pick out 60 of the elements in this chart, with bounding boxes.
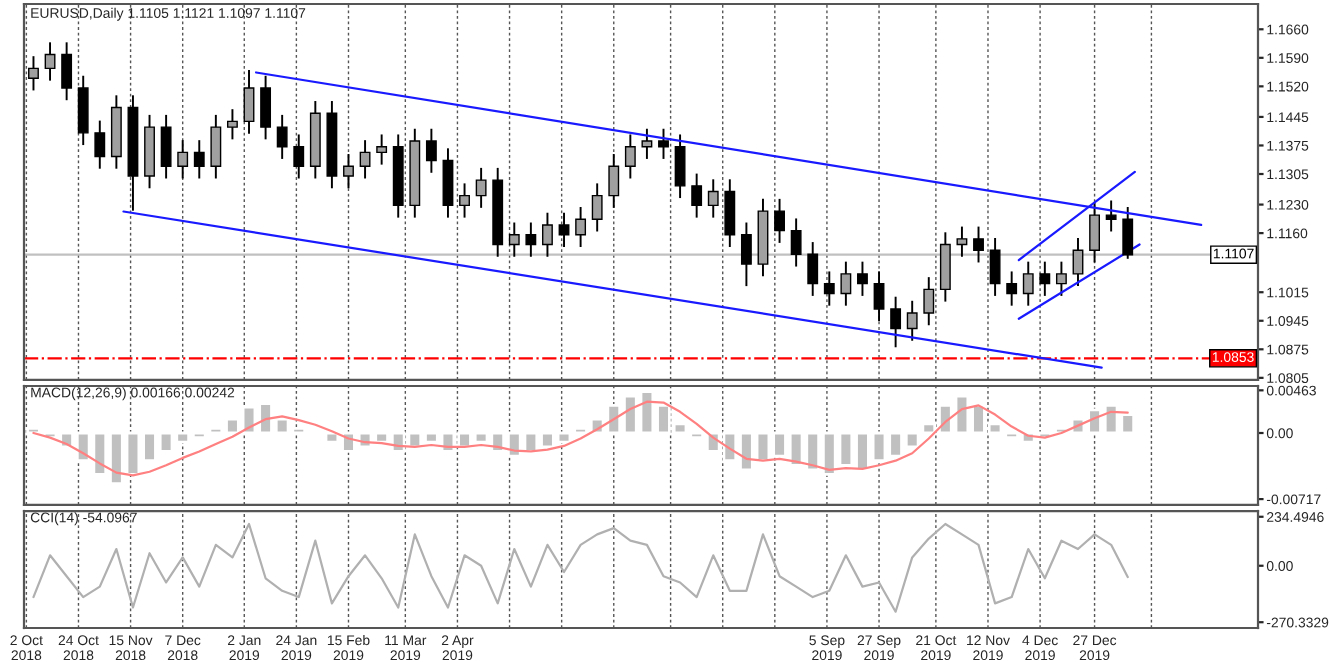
candlestick xyxy=(989,237,1001,297)
candlestick xyxy=(658,127,669,160)
candlestick xyxy=(608,153,620,209)
candlestick xyxy=(77,74,89,147)
candlestick xyxy=(525,221,537,258)
candlestick xyxy=(691,172,703,219)
candlestick xyxy=(939,231,951,303)
candlestick xyxy=(243,69,255,135)
candlestick xyxy=(840,260,852,307)
candlestick xyxy=(160,113,172,180)
candlestick xyxy=(343,153,354,190)
candlestick xyxy=(425,127,437,174)
candlestick xyxy=(193,139,205,180)
candlestick xyxy=(508,221,520,258)
candlestick xyxy=(575,206,587,248)
candlestick xyxy=(674,133,686,200)
candlestick xyxy=(807,241,819,297)
line-series xyxy=(32,522,1129,613)
candlestick xyxy=(61,41,73,102)
candlestick xyxy=(724,178,736,248)
candlestick xyxy=(740,221,752,288)
candlestick xyxy=(1055,260,1067,297)
candlestick xyxy=(790,217,802,268)
candlestick xyxy=(1039,260,1051,297)
candlestick xyxy=(774,197,785,244)
candlestick xyxy=(542,211,553,258)
candlestick xyxy=(260,74,272,141)
candlestick xyxy=(591,182,603,233)
candlestick xyxy=(558,211,570,248)
candlestick xyxy=(442,147,454,219)
candlestick xyxy=(857,260,868,297)
candlestick xyxy=(376,133,388,166)
candlestick xyxy=(459,182,470,219)
candlestick xyxy=(923,276,935,327)
candlestick xyxy=(1072,237,1084,288)
candlestick xyxy=(177,139,189,180)
candlestick xyxy=(94,119,106,170)
candlestick xyxy=(624,133,636,180)
candlestick xyxy=(1089,201,1101,264)
line-series xyxy=(32,400,1129,477)
candlestick xyxy=(873,270,885,323)
candlestick xyxy=(210,113,222,180)
candlestick xyxy=(1022,260,1034,307)
candlestick xyxy=(890,295,902,349)
candlestick xyxy=(906,299,918,342)
candlestick xyxy=(475,166,487,209)
candlestick xyxy=(44,41,56,82)
candlestick xyxy=(973,225,984,264)
candlestick xyxy=(1122,206,1134,260)
candlestick xyxy=(276,113,288,160)
candlestick xyxy=(28,55,39,92)
candlestick xyxy=(956,225,968,258)
candlestick xyxy=(226,108,238,141)
candlestick xyxy=(707,178,719,219)
candlestick xyxy=(1105,199,1117,233)
candlestick xyxy=(1006,270,1018,307)
candlestick xyxy=(641,127,653,160)
candlestick xyxy=(293,133,305,180)
candlestick xyxy=(359,139,371,180)
candlestick xyxy=(823,270,835,307)
